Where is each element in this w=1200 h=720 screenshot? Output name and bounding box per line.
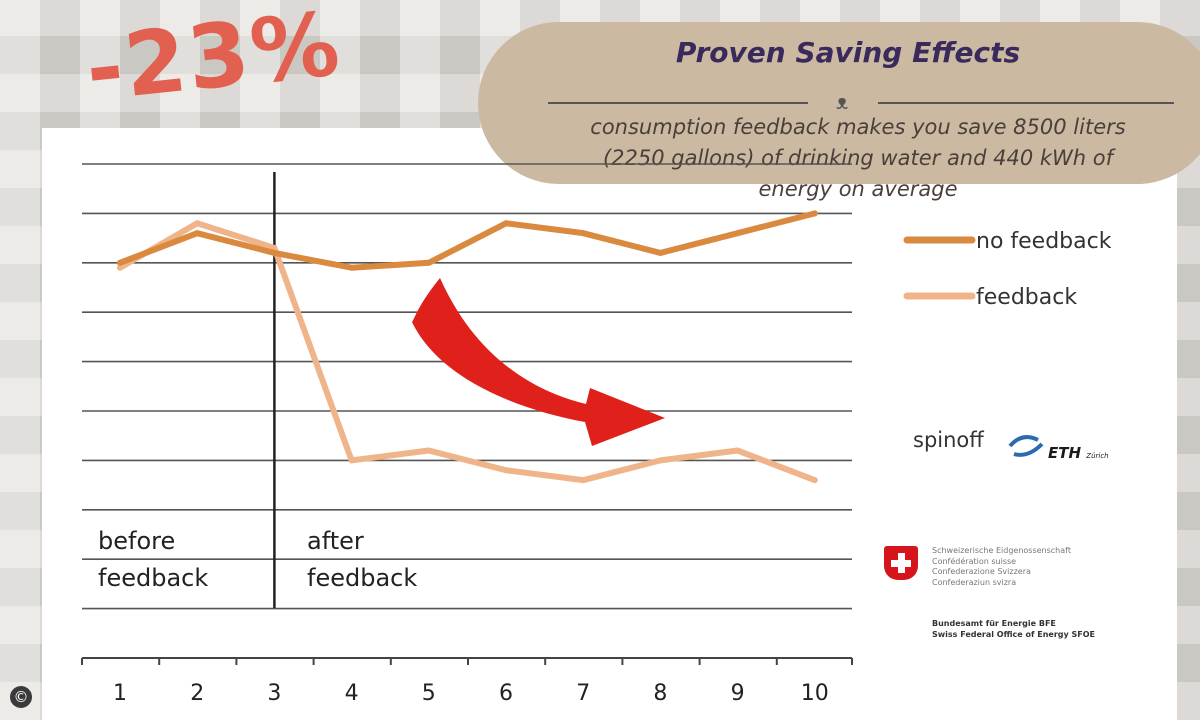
x-tick-label: 6 bbox=[499, 681, 513, 706]
info-box-title: Proven Saving Effects bbox=[675, 36, 1021, 69]
legend-label: feedback bbox=[976, 285, 1077, 310]
x-tick-label: 10 bbox=[801, 681, 829, 706]
phase-labels: before feedback after feedback bbox=[98, 527, 417, 592]
office-text: Bundesamt für Energie BFE Swiss Federal … bbox=[932, 618, 1095, 640]
x-tick-label: 2 bbox=[190, 681, 204, 706]
x-tick-label: 9 bbox=[731, 681, 745, 706]
data-point bbox=[734, 447, 741, 454]
data-point bbox=[425, 259, 432, 266]
info-box: Proven Saving Effects ᴥ consumption feed… bbox=[478, 22, 1200, 201]
x-axis: 1 2 3 4 5 6 7 8 9 10 bbox=[81, 657, 853, 706]
data-point bbox=[811, 477, 818, 484]
reduction-arrow bbox=[412, 278, 665, 446]
data-point bbox=[425, 447, 432, 454]
gov-line-1: Schweizerische Eidgenossenschaft bbox=[932, 546, 1071, 555]
data-point bbox=[194, 220, 201, 227]
reduction-arrow-shape bbox=[412, 278, 665, 446]
data-point bbox=[348, 264, 355, 271]
info-line-3: energy on average bbox=[758, 177, 958, 201]
polar-bear-icon: ᴥ bbox=[836, 90, 849, 114]
x-tick-label: 7 bbox=[576, 681, 590, 706]
divider-left bbox=[548, 102, 808, 104]
phase-label-line1: before bbox=[98, 527, 175, 555]
data-point bbox=[271, 249, 278, 256]
phase-label-line2: feedback bbox=[307, 564, 417, 592]
phase-label-line1: after bbox=[307, 527, 364, 555]
data-point bbox=[580, 477, 587, 484]
x-tick-label: 5 bbox=[422, 681, 436, 706]
x-tick-label: 3 bbox=[267, 681, 281, 706]
office-line-2: Swiss Federal Office of Energy SFOE bbox=[932, 630, 1095, 639]
info-line-1: consumption feedback makes you save 8500… bbox=[590, 115, 1126, 139]
phase-label-line2: feedback bbox=[98, 564, 208, 592]
swiss-gov-text: Schweizerische Eidgenossenschaft Confédé… bbox=[932, 546, 1071, 588]
swiss-flag-icon bbox=[884, 546, 918, 580]
copyright-icon: © bbox=[10, 686, 32, 708]
series-line-no-feedback bbox=[117, 210, 818, 271]
x-tick-label: 8 bbox=[653, 681, 667, 706]
x-tick-label: 1 bbox=[113, 681, 127, 706]
info-line-2: (2250 gallons) of drinking water and 440… bbox=[602, 146, 1114, 170]
data-point bbox=[580, 230, 587, 237]
legend-label: no feedback bbox=[976, 229, 1112, 254]
x-tick-label: 4 bbox=[345, 681, 359, 706]
data-point bbox=[811, 210, 818, 217]
data-point bbox=[194, 230, 201, 237]
eth-logo-suffix: Zürich bbox=[1086, 452, 1109, 460]
office-line-1: Bundesamt für Energie BFE bbox=[932, 619, 1056, 628]
gov-line-3: Confederazione Svizzera bbox=[932, 567, 1031, 576]
gov-line-2: Confédération suisse bbox=[932, 556, 1017, 566]
data-point bbox=[117, 259, 123, 266]
data-point bbox=[657, 249, 664, 256]
series-lines bbox=[117, 210, 818, 484]
data-point bbox=[734, 230, 741, 237]
data-point bbox=[348, 457, 355, 464]
data-point bbox=[503, 467, 509, 474]
divider-right bbox=[878, 102, 1174, 104]
data-point bbox=[117, 264, 123, 271]
eth-logo-text: ETH bbox=[1048, 444, 1082, 462]
legend: no feedback feedback bbox=[903, 229, 1112, 310]
eth-link-icon bbox=[1008, 435, 1044, 457]
series-line-feedback bbox=[117, 220, 818, 484]
eth-logo: ETH Zürich bbox=[1048, 444, 1109, 462]
spinoff-logo: spinoff bbox=[913, 428, 984, 452]
data-point bbox=[657, 457, 664, 464]
data-point bbox=[503, 220, 509, 227]
gov-line-4: Confederaziun svizra bbox=[932, 577, 1017, 587]
info-box-text: consumption feedback makes you save 8500… bbox=[538, 112, 1178, 205]
